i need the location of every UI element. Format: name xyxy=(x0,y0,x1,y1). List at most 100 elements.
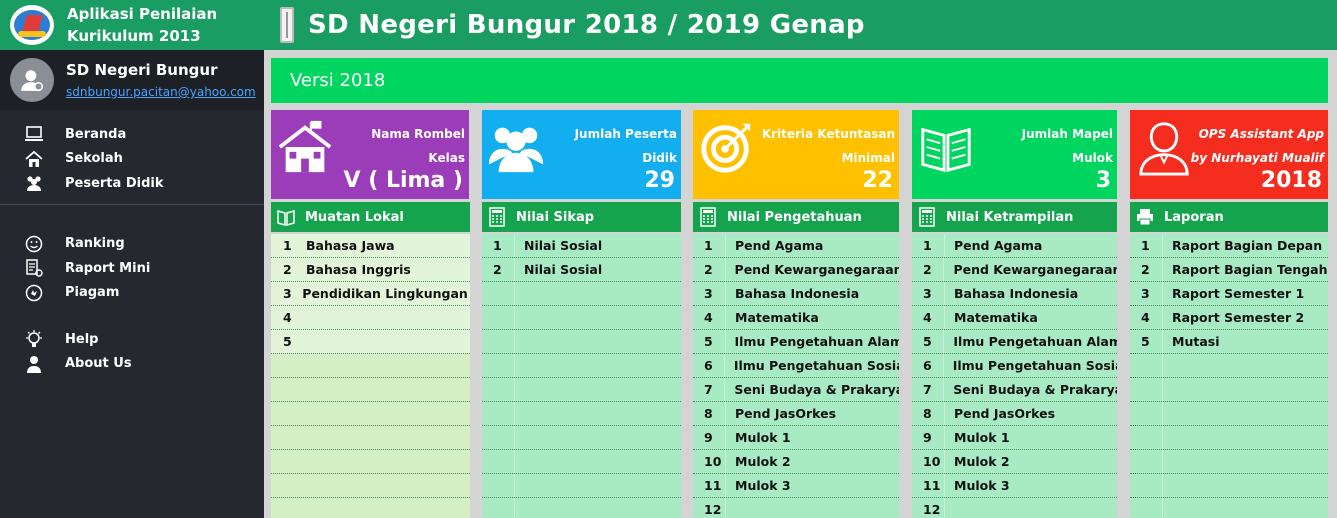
list-item xyxy=(271,378,470,402)
row-number: 10 xyxy=(693,450,726,473)
menu-label: Raport Mini xyxy=(65,260,151,276)
list-item[interactable]: 1 Pend Agama xyxy=(912,234,1117,258)
panel-nilai-sikap: Nilai Sikap 1 Nilai Sosial 2 Nilai Sosial xyxy=(482,202,681,518)
row-label: Raport Semester 2 xyxy=(1172,310,1305,325)
menu-item-piagam[interactable]: Piagam xyxy=(22,281,264,306)
list-item[interactable]: 10 Mulok 2 xyxy=(693,450,899,474)
row-label: Mulok 2 xyxy=(735,454,791,469)
list-item[interactable]: 1 Raport Bagian Depan xyxy=(1130,234,1328,258)
row-label: Pend JasOrkes xyxy=(735,406,837,421)
list-item[interactable]: 3 Bahasa Indonesia xyxy=(693,282,899,306)
menu-item-beranda[interactable]: Beranda xyxy=(22,122,264,147)
list-item[interactable]: 2 Raport Bagian Tengah xyxy=(1130,258,1328,282)
list-item[interactable]: 9 Mulok 1 xyxy=(912,426,1117,450)
menu-label: Piagam xyxy=(65,285,120,301)
menu-item-ranking[interactable]: Ranking xyxy=(22,232,264,257)
list-item[interactable]: 11 Mulok 3 xyxy=(912,474,1117,498)
list-item[interactable]: 4 Raport Semester 2 xyxy=(1130,306,1328,330)
list-item xyxy=(482,330,681,354)
card-label: OPS Assistant App xyxy=(1198,127,1324,141)
row-number xyxy=(482,426,515,449)
row-label: Seni Budaya & Prakarya xyxy=(734,382,899,397)
list-item[interactable]: 1 Pend Agama xyxy=(693,234,899,258)
row-number: 4 xyxy=(912,306,945,329)
menu-item-about-us[interactable]: About Us xyxy=(22,352,264,377)
medal-icon xyxy=(22,283,46,303)
list-item[interactable]: 1 Nilai Sosial xyxy=(482,234,681,258)
row-number xyxy=(482,282,515,305)
card-label: Mulok xyxy=(1072,151,1113,165)
list-item[interactable]: 5 Ilmu Pengetahuan Alam xyxy=(693,330,899,354)
list-item[interactable]: 10 Mulok 2 xyxy=(912,450,1117,474)
list-item[interactable]: 11 Mulok 3 xyxy=(693,474,899,498)
list-item[interactable]: 7 Seni Budaya & Prakarya xyxy=(912,378,1117,402)
row-number: 6 xyxy=(693,354,725,377)
list-item[interactable]: 7 Seni Budaya & Prakarya xyxy=(693,378,899,402)
row-label: Seni Budaya & Prakarya xyxy=(953,382,1117,397)
row-number: 5 xyxy=(693,330,726,353)
list-item[interactable]: 8 Pend JasOrkes xyxy=(912,402,1117,426)
list-item[interactable]: 5 Mutasi xyxy=(1130,330,1328,354)
row-number: 11 xyxy=(693,474,726,497)
list-item xyxy=(482,426,681,450)
row-label: Matematika xyxy=(954,310,1038,325)
list-item xyxy=(482,378,681,402)
row-number xyxy=(482,498,515,518)
row-label: Raport Semester 1 xyxy=(1172,286,1305,301)
row-label: Mulok 1 xyxy=(954,430,1010,445)
list-item[interactable]: 3 Bahasa Indonesia xyxy=(912,282,1117,306)
card-label: Jumlah Peserta xyxy=(574,127,677,141)
list-item xyxy=(482,498,681,518)
row-number xyxy=(1130,402,1163,425)
menu-item-help[interactable]: Help xyxy=(22,327,264,352)
row-label: Bahasa Indonesia xyxy=(954,286,1079,301)
list-item[interactable]: 5 Ilmu Pengetahuan Alam xyxy=(912,330,1117,354)
row-number: 5 xyxy=(1130,330,1163,353)
menu-item-raport-mini[interactable]: Raport Mini xyxy=(22,256,264,281)
list-item: 4 xyxy=(271,306,470,330)
menu-divider xyxy=(0,203,264,205)
row-label: Raport Bagian Tengah xyxy=(1172,262,1328,277)
row-number xyxy=(271,450,301,473)
app-logo xyxy=(10,5,54,45)
card-value: 29 xyxy=(644,168,675,193)
panel-header: Laporan xyxy=(1130,202,1328,232)
panel-title: Nilai Sikap xyxy=(516,209,595,225)
row-label: Pend Kewarganegaraan xyxy=(953,262,1117,277)
row-number xyxy=(482,474,515,497)
menu-item-sekolah[interactable]: Sekolah xyxy=(22,147,264,172)
app-header: Aplikasi Penilaian Kurikulum 2013 xyxy=(0,0,264,50)
list-item[interactable]: 2 Nilai Sosial xyxy=(482,258,681,282)
menu-item-peserta-didik[interactable]: Peserta Didik xyxy=(22,171,264,196)
card-peserta: Jumlah Peserta Didik 29 xyxy=(482,110,681,199)
list-item[interactable]: 2 Pend Kewarganegaraan xyxy=(912,258,1117,282)
printer-icon xyxy=(1134,206,1156,228)
list-item[interactable]: 6 Ilmu Pengetahuan Sosial xyxy=(693,354,899,378)
list-item[interactable]: 4 Matematika xyxy=(912,306,1117,330)
list-item[interactable]: 3 Raport Semester 1 xyxy=(1130,282,1328,306)
list-item[interactable]: 2 Bahasa Inggris xyxy=(271,258,470,282)
row-number: 9 xyxy=(693,426,726,449)
sidebar-toggle-icon[interactable] xyxy=(280,7,294,43)
user-icon xyxy=(21,70,44,92)
row-list: 1 Bahasa Jawa 2 Bahasa Inggris 3 Pendidikan L… xyxy=(271,234,470,518)
list-item xyxy=(482,402,681,426)
list-item[interactable]: 8 Pend JasOrkes xyxy=(693,402,899,426)
card-kkm: Kriteria Ketuntasan Minimal 22 xyxy=(693,110,899,199)
email-link[interactable]: sdnbungur.pacitan@yahoo.com xyxy=(66,85,256,99)
document-gear-icon xyxy=(22,258,46,278)
calculator-icon xyxy=(916,206,938,228)
list-item[interactable]: 1 Bahasa Jawa xyxy=(271,234,470,258)
panel-header: Nilai Pengetahuan xyxy=(693,202,899,232)
list-item[interactable]: 9 Mulok 1 xyxy=(693,426,899,450)
list-item[interactable]: 3 Pendidikan Lingkungan Hidup xyxy=(271,282,470,306)
list-item[interactable]: 4 Matematika xyxy=(693,306,899,330)
row-list: 1 Raport Bagian Depan 2 Raport Bagian Tenga… xyxy=(1130,234,1328,518)
list-item[interactable]: 6 Ilmu Pengetahuan Sosial xyxy=(912,354,1117,378)
list-item xyxy=(1130,354,1328,378)
row-label: Bahasa Jawa xyxy=(306,238,395,253)
row-number: 1 xyxy=(283,238,292,253)
person-icon xyxy=(1139,122,1189,176)
list-item[interactable]: 2 Pend Kewarganegaraan xyxy=(693,258,899,282)
card-label: Kelas xyxy=(428,151,465,165)
